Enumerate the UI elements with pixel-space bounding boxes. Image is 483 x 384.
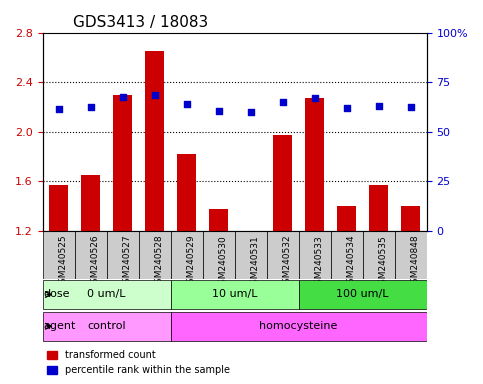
Text: homocysteine: homocysteine [259,321,338,331]
Point [311,95,318,101]
Text: control: control [87,321,126,331]
Bar [401,206,420,231]
Text: GSM240530: GSM240530 [219,235,227,290]
Bar [113,94,132,231]
FancyBboxPatch shape [43,280,170,309]
FancyBboxPatch shape [43,312,170,341]
Text: GSM240525: GSM240525 [58,235,68,290]
Point [87,104,95,110]
FancyBboxPatch shape [298,280,426,309]
Text: dose: dose [43,290,70,300]
Bar [209,209,228,231]
Text: GSM240848: GSM240848 [411,235,420,290]
FancyBboxPatch shape [170,231,203,279]
FancyBboxPatch shape [267,231,298,279]
Bar [81,175,100,231]
Point [247,109,255,115]
Point [343,105,351,111]
Bar [305,98,324,231]
Bar [273,136,292,231]
Text: GSM240532: GSM240532 [283,235,292,290]
Point [215,108,223,114]
Point [183,101,190,108]
Legend: transformed count, percentile rank within the sample: transformed count, percentile rank withi… [43,346,234,379]
FancyBboxPatch shape [203,231,235,279]
Text: GSM240535: GSM240535 [379,235,388,290]
FancyBboxPatch shape [363,231,395,279]
FancyBboxPatch shape [298,231,331,279]
Text: agent: agent [43,321,76,331]
FancyBboxPatch shape [170,312,426,341]
Text: 10 um/L: 10 um/L [212,290,257,300]
Point [151,91,158,98]
FancyBboxPatch shape [139,231,170,279]
Text: GSM240529: GSM240529 [186,235,196,290]
Bar [369,185,388,231]
FancyBboxPatch shape [43,231,74,279]
Text: GSM240527: GSM240527 [123,235,131,290]
Bar [241,231,260,241]
FancyBboxPatch shape [74,231,107,279]
Point [279,99,286,105]
Bar [145,51,164,231]
FancyBboxPatch shape [170,280,298,309]
Point [119,94,127,100]
Point [55,106,62,113]
Bar [337,206,356,231]
Point [407,104,414,110]
Text: GSM240534: GSM240534 [347,235,355,290]
Text: GSM240528: GSM240528 [155,235,164,290]
Text: GSM240526: GSM240526 [91,235,99,290]
Point [375,103,383,109]
Bar [177,154,196,231]
Text: GSM240533: GSM240533 [314,235,324,290]
FancyBboxPatch shape [331,231,363,279]
FancyBboxPatch shape [107,231,139,279]
Text: GDS3413 / 18083: GDS3413 / 18083 [73,15,209,30]
Bar [49,185,68,231]
Text: 100 um/L: 100 um/L [336,290,389,300]
Text: GSM240531: GSM240531 [251,235,260,290]
FancyBboxPatch shape [395,231,426,279]
FancyBboxPatch shape [235,231,267,279]
Text: 0 um/L: 0 um/L [87,290,126,300]
